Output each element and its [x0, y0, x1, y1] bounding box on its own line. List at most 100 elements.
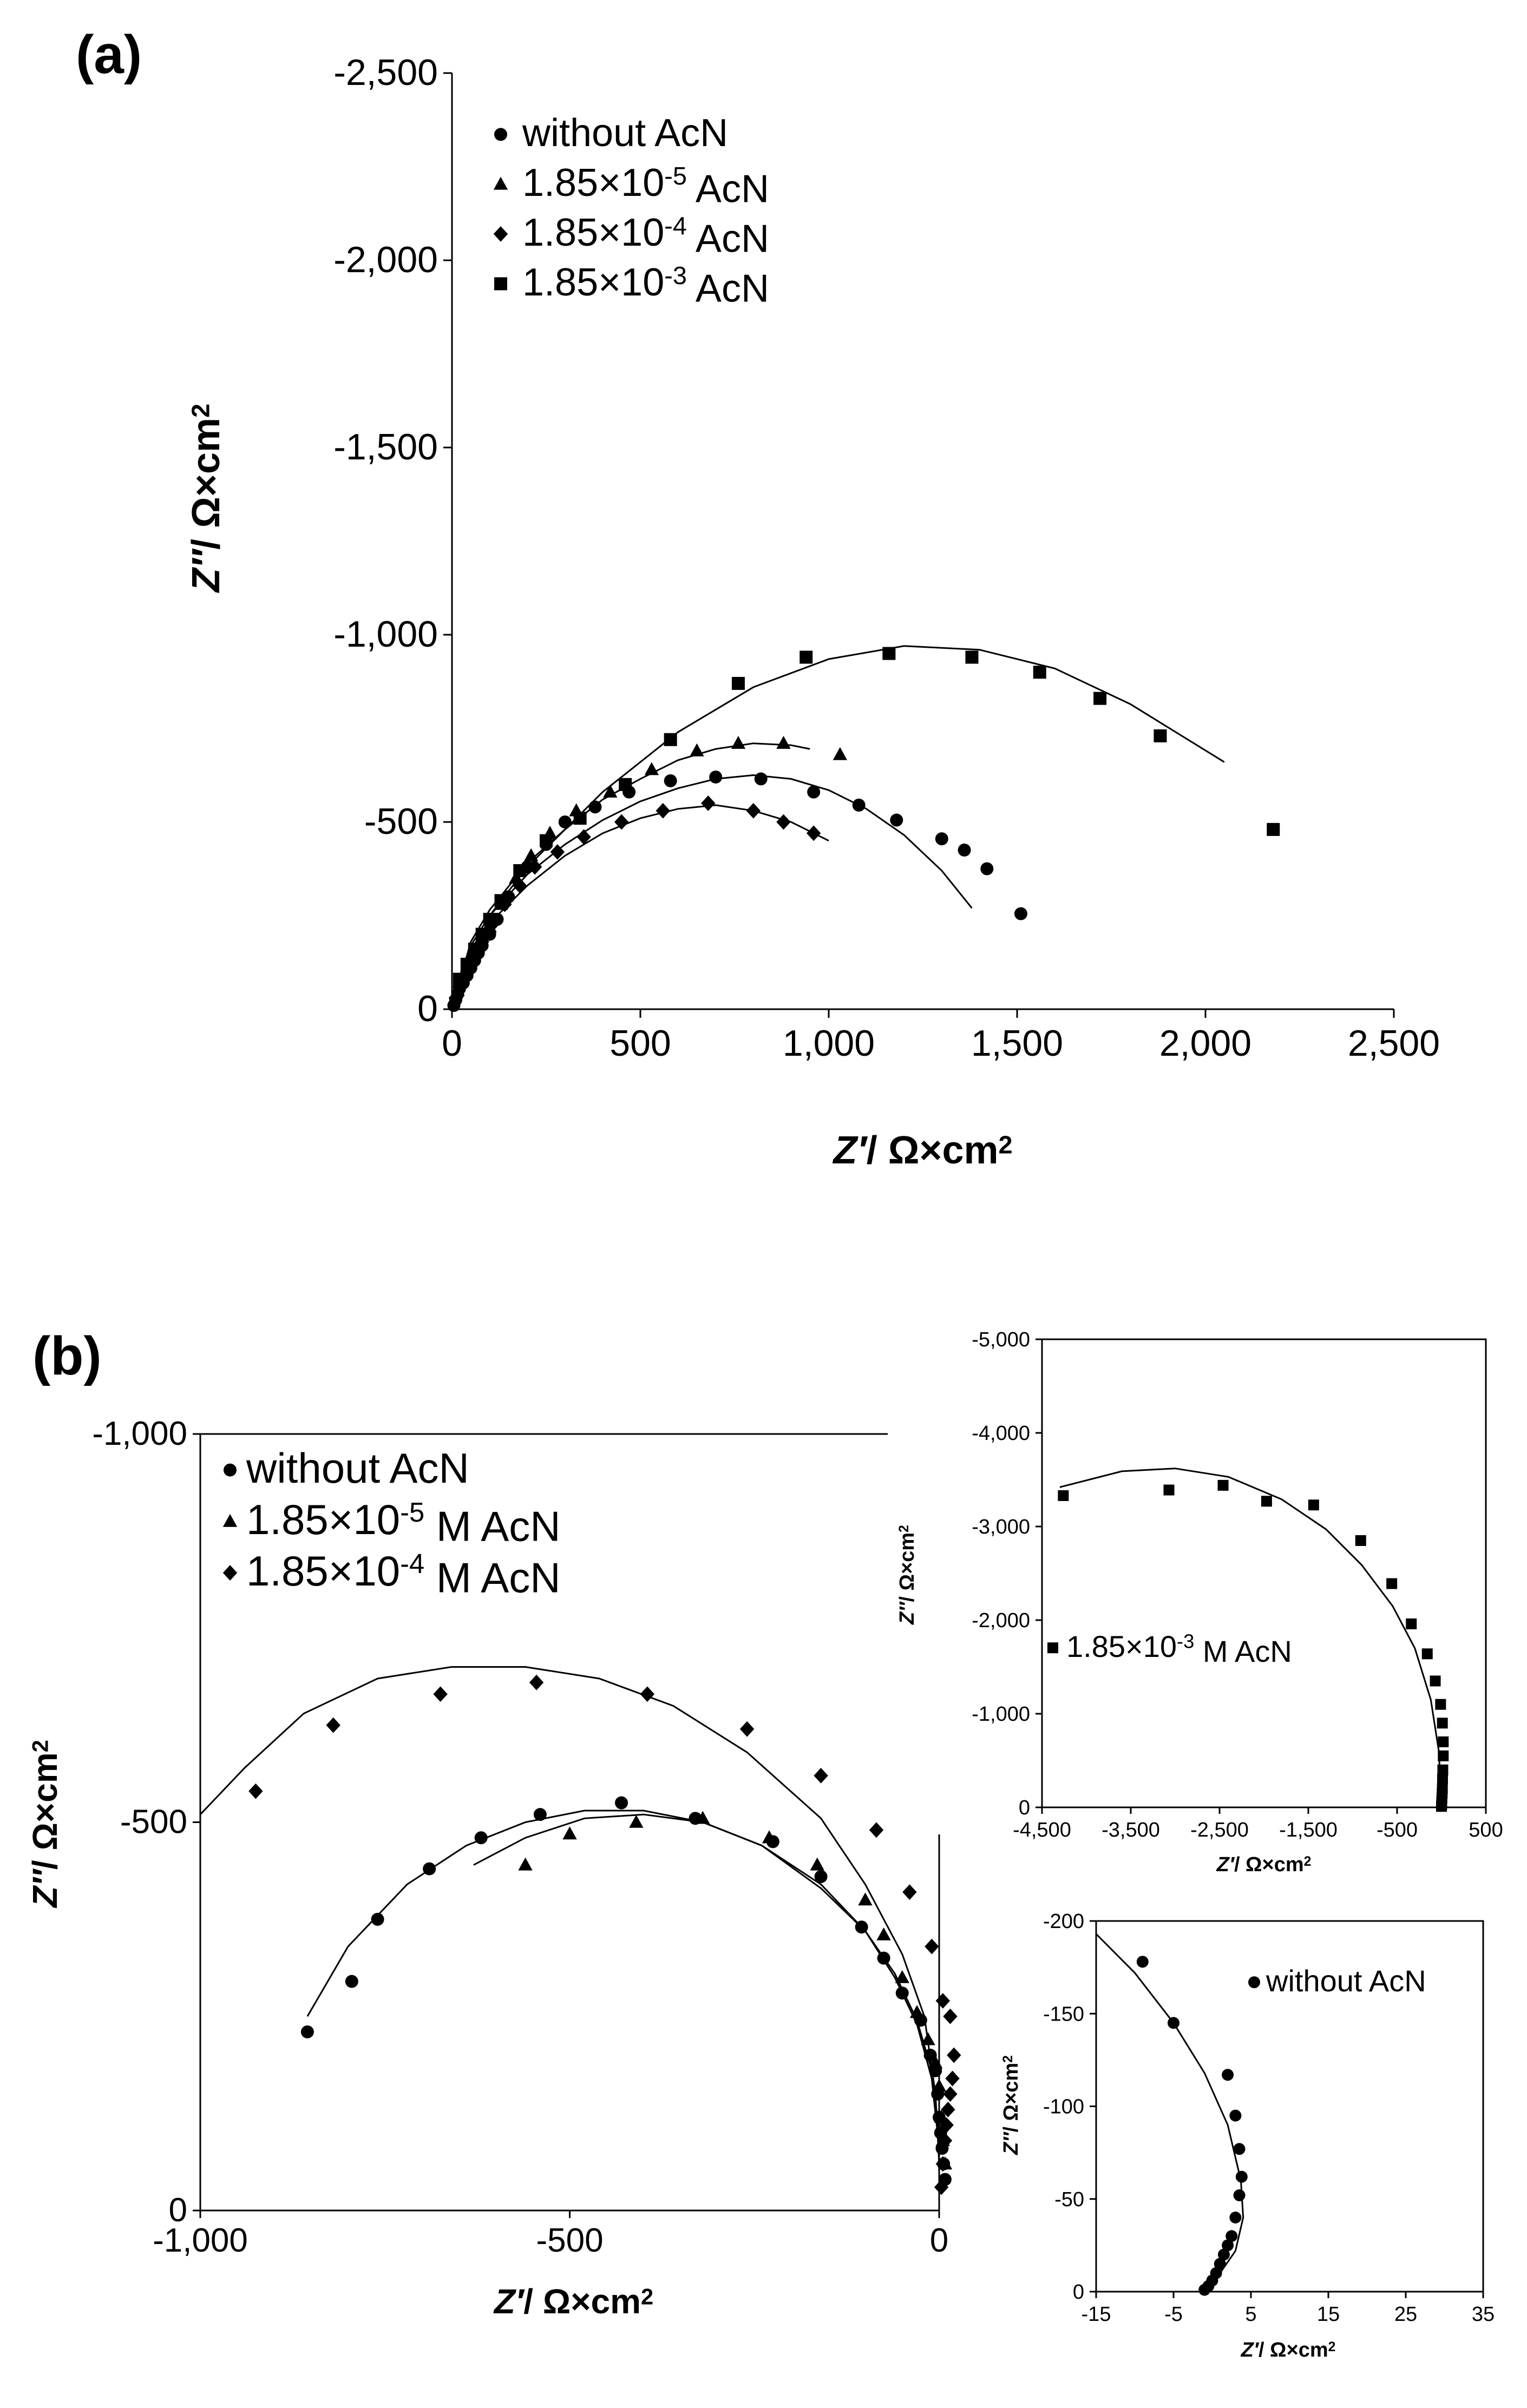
data-point	[833, 747, 848, 760]
data-point	[1198, 2284, 1211, 2296]
legend-marker	[493, 226, 508, 242]
data-point	[935, 832, 948, 846]
data-point	[935, 1993, 951, 2009]
y-tick-label: 0	[417, 988, 438, 1029]
data-point	[664, 774, 677, 787]
data-point	[882, 647, 896, 660]
data-point	[1217, 2248, 1230, 2261]
data-point	[731, 676, 745, 690]
y-axis-title: Z″/ Ω×cm2	[1000, 2055, 1023, 2155]
data-point	[1222, 2069, 1234, 2081]
fit-line	[306, 1810, 940, 2149]
y-tick-label: -50	[1054, 2188, 1084, 2211]
data-point	[483, 912, 496, 926]
data-point	[629, 1814, 644, 1828]
legend-marker	[222, 1514, 238, 1527]
data-point	[640, 1686, 655, 1702]
x-tick-label: -500	[536, 2222, 603, 2259]
data-point	[619, 778, 632, 791]
data-point	[1225, 2230, 1238, 2242]
x-axis-title: Z′/ Ω×cm2	[1241, 2339, 1336, 2361]
data-point	[1267, 823, 1280, 836]
data-point	[776, 814, 791, 830]
data-point	[902, 1884, 917, 1900]
y-tick-label: -1,000	[333, 614, 438, 655]
data-point	[1233, 2143, 1246, 2155]
legend-label: without AcN	[1266, 1964, 1426, 1998]
data-point	[1437, 1764, 1449, 1775]
x-tick-label: -2,500	[1190, 1819, 1249, 1841]
y-tick-label: -1,000	[92, 1415, 187, 1452]
data-point	[475, 927, 489, 941]
data-point	[909, 2005, 925, 2018]
data-point	[1235, 2170, 1248, 2183]
data-point	[1386, 1578, 1398, 1589]
data-point	[513, 878, 527, 894]
data-point	[1261, 1496, 1272, 1507]
y-tick-label: -500	[120, 1804, 187, 1841]
data-point	[1229, 2212, 1242, 2223]
data-point	[494, 894, 508, 907]
series-circle	[447, 770, 1027, 1012]
data-point	[513, 864, 527, 877]
data-point	[1437, 1774, 1448, 1785]
data-point	[938, 2133, 953, 2149]
data-point	[614, 814, 629, 830]
data-point	[518, 1857, 533, 1871]
data-point	[965, 650, 979, 664]
data-point	[656, 802, 670, 819]
x-tick-label: 5	[1245, 2303, 1256, 2326]
x-tick-label: 35	[1472, 2303, 1495, 2326]
x-tick-label: -1,000	[153, 2222, 248, 2259]
data-point	[806, 825, 821, 841]
data-point	[1421, 1648, 1433, 1660]
data-point	[810, 1857, 824, 1871]
data-point	[690, 743, 704, 756]
data-point	[932, 2078, 947, 2092]
y-tick-label: -5,000	[972, 1328, 1030, 1351]
x-tick-label: 500	[1469, 1819, 1503, 1841]
data-point	[371, 1912, 384, 1926]
data-point	[947, 2047, 961, 2063]
y-tick-label: -150	[1043, 2003, 1084, 2025]
y-tick-label: -2,000	[333, 239, 438, 280]
series-square	[1058, 1468, 1449, 1812]
data-point	[475, 934, 489, 950]
fit-line	[1059, 1468, 1443, 1803]
y-tick-label: 0	[1019, 1797, 1030, 1819]
legend-marker	[1047, 1642, 1058, 1654]
data-point	[1058, 1490, 1069, 1501]
data-point	[762, 1830, 777, 1844]
data-point	[1355, 1535, 1366, 1546]
data-point	[943, 2086, 958, 2102]
chart-a: 0 500 1,000 1,500 2,000 2,500 0 -500 -1,000 -1,50…	[185, 52, 1440, 1172]
data-point	[433, 1686, 448, 1702]
data-point	[858, 1892, 873, 1906]
data-point	[1014, 907, 1027, 920]
y-tick-label: -1,500	[333, 426, 438, 468]
y-tick-label: -2,500	[333, 52, 438, 93]
panel-a-label: (a)	[76, 24, 142, 85]
data-point	[799, 650, 813, 664]
legend-marker	[1248, 1976, 1260, 1989]
y-tick-label: -1,000	[972, 1703, 1030, 1726]
data-point	[807, 785, 821, 799]
data-point	[664, 733, 677, 746]
data-point	[550, 844, 565, 860]
x-tick-label: 2,500	[1348, 1023, 1440, 1064]
x-tick-label: -500	[1377, 1819, 1418, 1841]
legend-marker	[224, 1463, 237, 1477]
y-tick-label: -2,000	[972, 1609, 1030, 1632]
data-point	[1308, 1499, 1319, 1511]
legend-marker	[494, 277, 507, 291]
data-point	[1438, 1736, 1449, 1747]
data-point	[523, 848, 539, 861]
data-point	[603, 784, 618, 798]
legend-label: 1.85×10-5 M AcN	[246, 1496, 561, 1550]
data-point	[814, 1768, 828, 1784]
data-point	[540, 834, 553, 847]
data-point	[300, 2025, 314, 2038]
y-axis-title: Z″/ Ω×cm2	[25, 1740, 64, 1909]
fit-line	[1095, 1933, 1244, 2292]
data-point	[869, 1822, 884, 1838]
